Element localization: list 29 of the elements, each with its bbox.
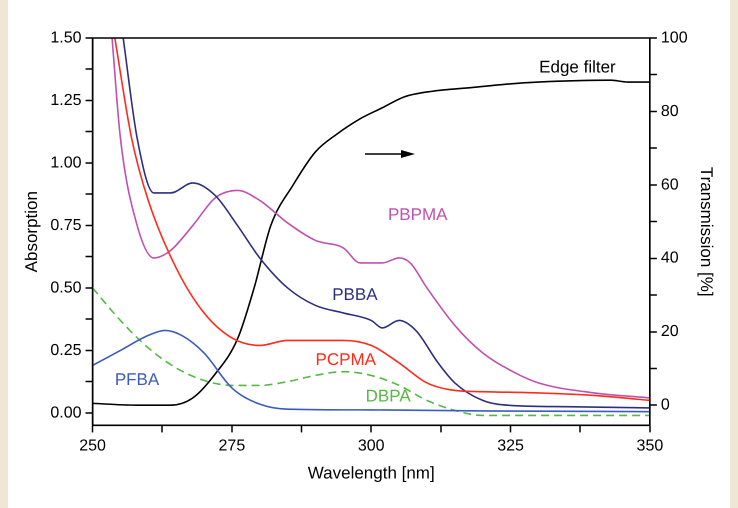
y-axis-title: Absorption [22,191,41,272]
series-label: PBBA [332,285,378,304]
x-axis-title: Wavelength [nm] [308,463,435,482]
x-tick-label: 350 [636,437,664,454]
y-tick-label: 1.25 [50,92,82,109]
y2-axis-title: Transmission [%] [697,166,716,297]
series-label: PCPMA [315,350,377,370]
y-tick-label: 0.75 [50,216,82,234]
y2-tick-label: 40 [660,250,679,267]
y2-tick-label: 100 [660,29,688,46]
line-series [92,287,650,416]
y-tick-label: 0.25 [50,342,82,359]
y2-tick-label: 60 [660,176,679,194]
series-label: DBPA [366,386,412,406]
x-tick-label: 275 [218,437,246,454]
y-tick-label: 1.50 [50,29,82,46]
series-label: Edge filter [539,58,616,77]
x-tick-label: 325 [497,437,524,454]
text: PBPMA [388,205,448,224]
x-tick-label: 250 [79,437,106,454]
y-tick-label: 0.50 [50,279,82,296]
text: 0.00 [50,404,82,422]
y2-tick-label: 80 [660,102,679,120]
line-series [92,330,650,412]
y2-tick-label: 0 [660,396,670,414]
y2-tick-label: 20 [660,323,679,340]
x-tick-label: 300 [358,437,385,454]
y-tick-label: 1.00 [50,154,82,172]
series-label: PFBA [114,370,160,390]
